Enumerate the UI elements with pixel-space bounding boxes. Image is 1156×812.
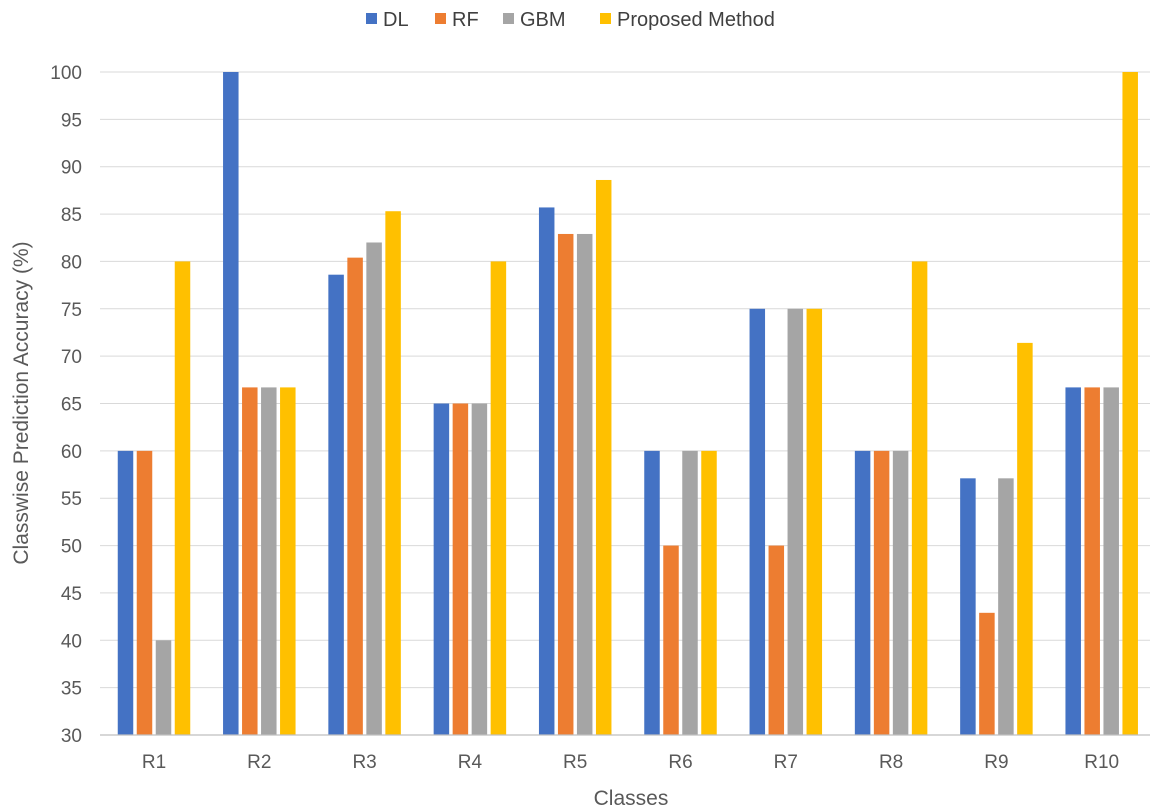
y-tick-label: 60 xyxy=(61,442,82,463)
x-tick-label: R2 xyxy=(247,752,271,773)
bar-dl-r8 xyxy=(854,450,871,735)
legend-swatch xyxy=(366,13,377,24)
y-axis-title: Classwise Prediction Accuracy (%) xyxy=(10,241,33,564)
bar-gbm-r1 xyxy=(155,640,172,735)
bar-gbm-r2 xyxy=(261,387,277,735)
bar-proposed-method-r8 xyxy=(911,261,928,735)
y-tick-label: 40 xyxy=(61,631,82,652)
x-tick-label: R5 xyxy=(563,752,587,773)
bar-rf-r6 xyxy=(663,545,679,735)
bar-dl-r4 xyxy=(433,403,450,735)
bar-proposed-method-r4 xyxy=(490,261,507,735)
y-tick-label: 95 xyxy=(61,110,82,131)
y-tick-label: 45 xyxy=(61,584,82,605)
x-axis-title: Classes xyxy=(594,787,669,810)
bar-rf-r3 xyxy=(347,257,363,735)
legend: DL RF GBM Proposed Method xyxy=(366,9,775,31)
legend-label: GBM xyxy=(520,9,566,31)
bar-gbm-r10 xyxy=(1103,387,1119,735)
bar-gbm-r4 xyxy=(471,403,488,735)
bar-proposed-method-r1 xyxy=(174,261,191,735)
bars xyxy=(117,72,1138,736)
x-tick-label: R3 xyxy=(352,752,376,773)
x-tick-label: R9 xyxy=(984,752,1008,773)
legend-swatch xyxy=(435,13,446,24)
bar-dl-r7 xyxy=(749,308,766,735)
x-tick-label: R4 xyxy=(458,752,483,773)
bar-dl-r5 xyxy=(538,207,555,736)
x-tick-label: R6 xyxy=(668,752,692,773)
y-axis-ticks: 30 35 40 45 50 55 60 65 70 75 80 85 90 95 100 xyxy=(50,63,82,747)
bar-rf-r5 xyxy=(557,233,574,735)
y-tick-label: 50 xyxy=(61,537,82,558)
bar-rf-r9 xyxy=(979,612,995,735)
x-tick-label: R10 xyxy=(1084,752,1119,773)
y-tick-label: 30 xyxy=(61,726,82,747)
legend-label: DL xyxy=(383,9,409,31)
bar-gbm-r8 xyxy=(892,450,909,735)
bar-dl-r6 xyxy=(644,450,660,735)
bar-rf-r7 xyxy=(768,545,785,735)
y-tick-label: 55 xyxy=(61,489,82,510)
bar-gbm-r6 xyxy=(682,450,698,735)
y-tick-label: 75 xyxy=(61,300,82,321)
legend-swatch xyxy=(503,13,514,24)
y-tick-label: 70 xyxy=(61,347,82,368)
bar-dl-r2 xyxy=(223,72,239,735)
bar-rf-r1 xyxy=(136,450,153,735)
bar-proposed-method-r2 xyxy=(280,387,296,735)
bar-rf-r10 xyxy=(1084,387,1100,735)
bar-rf-r8 xyxy=(873,450,890,735)
legend-label: RF xyxy=(452,9,479,31)
bar-rf-r2 xyxy=(242,387,258,735)
bar-dl-r10 xyxy=(1065,387,1081,735)
y-tick-label: 35 xyxy=(61,679,82,700)
bar-proposed-method-r3 xyxy=(385,211,401,736)
bar-proposed-method-r7 xyxy=(806,308,823,735)
bar-rf-r4 xyxy=(452,403,469,735)
bar-gbm-r3 xyxy=(366,242,382,735)
bar-gbm-r7 xyxy=(787,308,804,735)
bar-dl-r3 xyxy=(328,274,344,735)
bar-gbm-r9 xyxy=(998,478,1014,735)
y-tick-label: 80 xyxy=(61,252,82,273)
y-tick-label: 90 xyxy=(61,158,82,179)
legend-label: Proposed Method xyxy=(617,9,775,31)
bar-proposed-method-r5 xyxy=(595,179,612,735)
y-tick-label: 65 xyxy=(61,395,82,416)
x-tick-label: R8 xyxy=(879,752,903,773)
bar-proposed-method-r10 xyxy=(1122,72,1138,735)
legend-swatch xyxy=(600,13,611,24)
y-tick-label: 100 xyxy=(50,63,82,84)
bar-gbm-r5 xyxy=(576,233,593,735)
bar-proposed-method-r6 xyxy=(701,450,717,735)
x-tick-label: R7 xyxy=(774,752,798,773)
bar-proposed-method-r9 xyxy=(1017,342,1033,735)
bar-dl-r1 xyxy=(117,450,134,735)
y-tick-label: 85 xyxy=(61,205,82,226)
x-tick-label: R1 xyxy=(142,752,166,773)
x-axis-ticks: R1 R2 R3 R4 R5 R6 R7 R8 R9 R10 xyxy=(142,752,1119,773)
bar-dl-r9 xyxy=(960,478,976,735)
